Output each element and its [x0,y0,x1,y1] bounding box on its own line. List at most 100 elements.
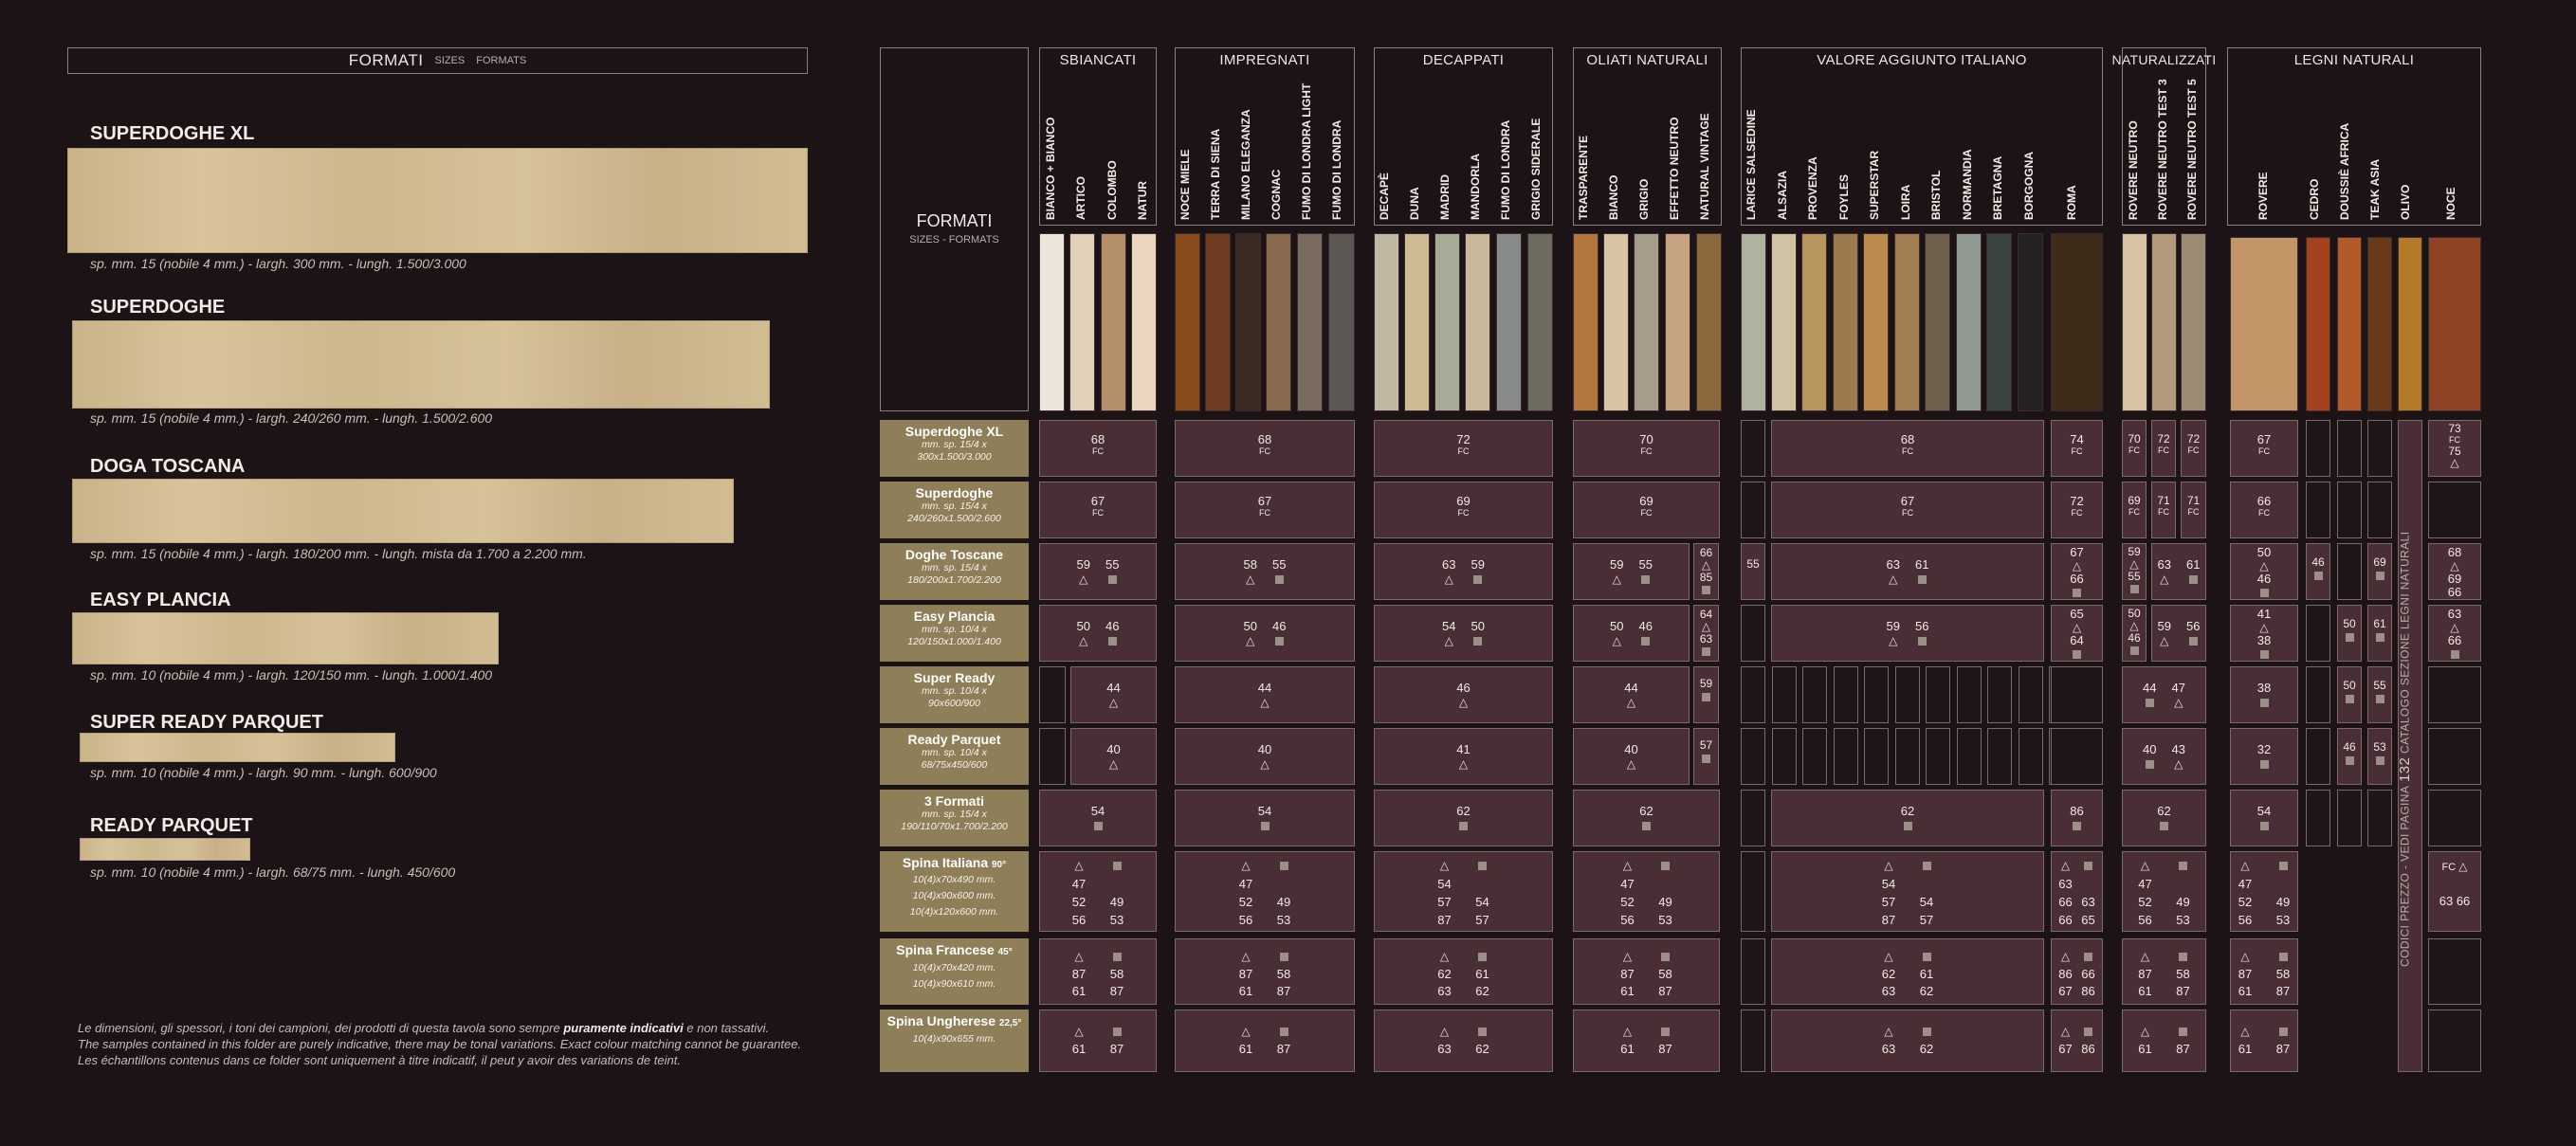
group-header-oliati-naturali: OLIATI NATURALI [1573,47,1722,226]
plank-sample-doga-toscana [72,479,734,543]
item-label-grigio-siderale: GRIGIO SIDERALE [1529,118,1543,220]
item-label-natur: NATUR [1136,180,1149,220]
item-label-duna: DUNA [1408,187,1421,220]
swatch-artico [1069,233,1095,411]
fc-mark: FC [1640,508,1653,518]
cell-va-larice-row0 [1741,420,1765,477]
cell-ln-rovere-sr: 38 [2230,666,2298,723]
square-mark [1279,1028,1288,1037]
triangle-mark: △ [1444,573,1453,586]
item-label-rovere-neutro-test-5: ROVERE NEUTRO TEST 5 [2185,79,2199,220]
square-mark [1112,953,1122,962]
item-label-superstar: SUPERSTAR [1868,150,1881,220]
triangle-mark: △ [1889,634,1898,647]
triangle-mark: △ [1884,859,1893,872]
cell-va-empty-5-4 [1864,728,1889,785]
item-label-normandia: NORMANDIA [1961,149,1974,220]
swatch-grigio-siderale [1527,233,1553,411]
cell-va-empty-4-3 [1833,666,1858,723]
swatch-noce [2428,237,2481,411]
square-mark [1093,822,1103,831]
fc-mark: FC [1902,508,1913,518]
cell-ln-noce-3f [2428,790,2481,846]
square-mark [2259,760,2269,770]
plank-title-ready-parquet: READY PARQUET [90,815,253,836]
triangle-mark: △ [2160,573,2169,586]
cell-sb-superdoghe-xl: 68 FC [1039,420,1157,477]
fc-mark: FC [1457,446,1470,456]
triangle-mark: △ [2060,950,2071,963]
group-header-valore-aggiunto-italiano: VALORE AGGIUNTO ITALIANO [1741,47,2103,226]
formati-box: FORMATI SIZES - FORMATS [880,47,1029,411]
triangle-mark: △ [1079,634,1088,647]
item-label-olivo: OLIVO [2399,184,2412,220]
cell-ol-spina-ungherese: △ 61 87 [1573,1010,1720,1072]
cell-va-spina-italiana: △ 54 57 54 87 57 [1771,851,2044,932]
item-label-rovere: ROVERE [2256,172,2270,220]
swatch-rovere-neutro [2122,233,2147,411]
cell-va-easy-plancia: 59 △ 56 [1771,605,2044,662]
swatch-teak-asia [2367,237,2392,411]
square-mark [1274,637,1284,646]
triangle-mark: △ [1241,950,1251,963]
square-mark [2129,585,2139,594]
swatch-borgogna [2018,233,2043,411]
square-mark [2145,699,2154,708]
cell-va-empty-4-1 [1771,666,1797,723]
triangle-mark: △ [2160,634,2169,647]
square-mark [2179,953,2187,962]
disclaimer-en: The samples contained in this folder are… [78,1037,802,1051]
swatch-bristol [1925,233,1950,411]
fc-mark: FC [2128,446,2140,455]
cell-roma-3-formati: 86 [2051,790,2103,846]
formati-box-sub: SIZES - FORMATS [909,234,999,246]
formati-title: FORMATI [348,51,424,69]
square-mark [1642,822,1651,831]
disclaimer: Le dimensioni, gli spessori, i toni dei … [78,1020,855,1068]
plank-sample-easy-plancia [72,612,499,664]
plank-title-superdoghe: SUPERDOGHE [90,297,226,318]
square-mark [1473,637,1483,646]
fc-mark: FC [2158,446,2169,455]
cell-sb-spina-francese: △ 87 58 61 87 [1039,938,1157,1005]
row-label-super-ready: Super Ready mm. sp. 10/4 x 90x600/900 [880,666,1029,723]
square-mark [1702,693,1710,702]
fc-mark: FC [1640,446,1653,456]
cell-ln-rovere-ep: 41 △ 38 [2230,605,2298,662]
item-label-madrid: MADRID [1438,174,1452,220]
swatch-effetto-neutro [1665,233,1690,411]
square-mark [2160,822,2168,831]
square-mark [2073,589,2081,598]
cell-ol-natural-vintage-super-ready: 59 [1693,666,1719,723]
cell-roma-spina-ungherese: △ 67 86 [2051,1010,2103,1072]
cell-na-sf: △ 87 58 61 87 [2122,938,2206,1005]
cell-ln-noce-dt: 68 △ 69 66 [2428,543,2481,600]
cell-im-doghe-toscane: 58 △ 55 [1175,543,1355,600]
cell-va-empty-4-6 [1926,666,1950,723]
item-label-noce: NOCE [2444,187,2457,220]
square-mark [1459,822,1468,831]
cell-sb-spina-italiana: △ 47 52 49 56 53 [1039,851,1157,932]
cell-ln-noce-xl: 73 FC 75 △ [2428,420,2481,477]
item-label-teak-asia: TEAK ASIA [2368,158,2382,220]
triangle-mark: △ [1074,950,1084,963]
square-mark [2084,1028,2092,1037]
cell-ln-noce-sd [2428,482,2481,538]
square-mark [1702,755,1710,764]
row-label-superdoghe: Superdoghe mm. sp. 15/4 x 240/260x1.500/2.… [880,482,1029,538]
triangle-mark: △ [1884,1025,1893,1038]
cell-ol-spina-francese: △ 87 58 61 87 [1573,938,1720,1005]
cell-ln-narrow-1-2 [2367,482,2392,538]
triangle-mark: △ [1439,950,1450,963]
cell-im-easy-plancia: 50 △ 46 [1175,605,1355,662]
cell-na-dt-b: 63 △ 61 [2151,543,2206,600]
item-label-decape: DECAPÈ [1378,172,1391,220]
cell-roma-spina-italiana: △ 63 66 63 66 65 [2051,851,2103,932]
cell-ln-narrow-2-2: 69 [2367,543,2392,600]
cell-de-spina-italiana: △ 54 57 54 87 57 [1374,851,1553,932]
fc-mark: FC [1902,446,1913,456]
fc-mark: FC [1457,508,1470,518]
triangle-mark: △ [1260,757,1270,771]
swatch-bretagna [1986,233,2012,411]
cell-roma-superdoghe-xl: 74 FC [2051,420,2103,477]
